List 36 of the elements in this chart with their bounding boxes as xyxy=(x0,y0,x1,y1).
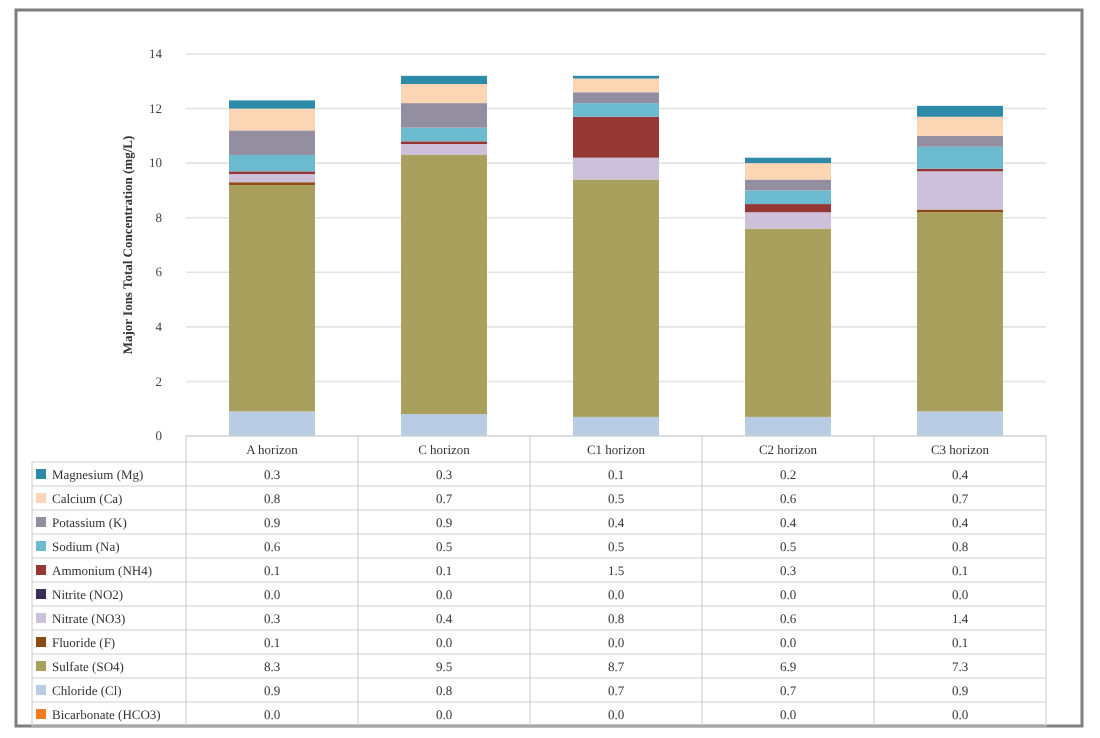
bar xyxy=(573,116,659,158)
bar xyxy=(745,163,831,180)
bar xyxy=(229,174,315,183)
bar xyxy=(573,416,659,436)
bar xyxy=(401,84,487,104)
bar xyxy=(401,75,487,85)
bar xyxy=(917,135,1003,147)
bar xyxy=(229,154,315,172)
bar xyxy=(401,127,487,142)
bar xyxy=(917,105,1003,117)
bar xyxy=(917,171,1003,210)
bar xyxy=(917,411,1003,436)
bar xyxy=(745,157,831,164)
bar xyxy=(745,204,831,213)
bar xyxy=(573,92,659,104)
bar xyxy=(745,212,831,229)
bar xyxy=(401,103,487,128)
bar xyxy=(229,100,315,109)
bar xyxy=(573,179,659,417)
bar xyxy=(401,154,487,415)
bar xyxy=(229,108,315,131)
bar xyxy=(573,103,659,117)
bar xyxy=(917,146,1003,169)
bar xyxy=(401,414,487,436)
bar xyxy=(401,144,487,155)
bar xyxy=(745,416,831,436)
bar xyxy=(573,78,659,93)
bar xyxy=(917,116,1003,136)
bar xyxy=(917,212,1003,412)
bar xyxy=(229,130,315,155)
bar xyxy=(573,157,659,180)
bar xyxy=(745,228,831,417)
bar xyxy=(229,411,315,436)
bar xyxy=(745,179,831,191)
bar xyxy=(745,190,831,205)
bar xyxy=(229,184,315,412)
